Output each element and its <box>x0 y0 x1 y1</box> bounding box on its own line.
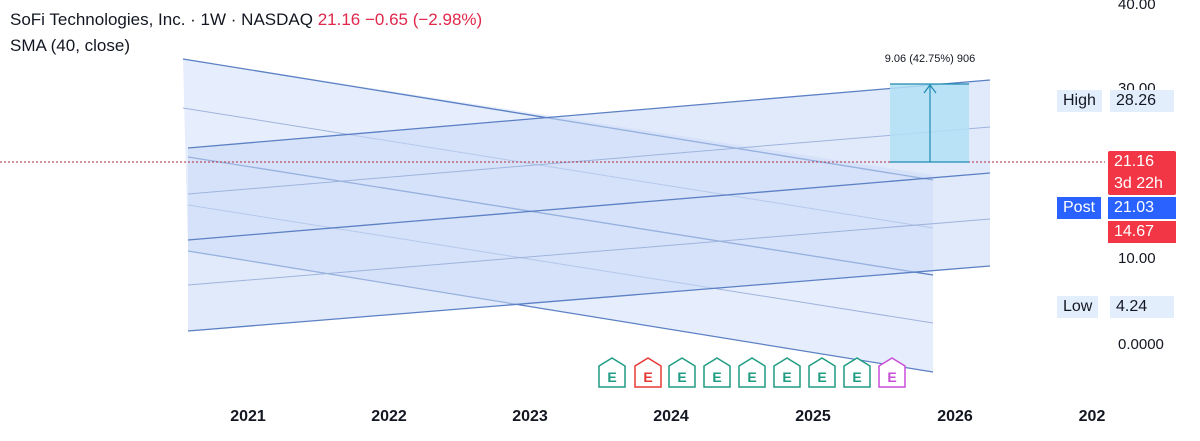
x-tick-2023: 2023 <box>512 408 548 425</box>
x-tick-2024: 2024 <box>653 408 689 425</box>
earnings-marker-shape <box>808 357 836 388</box>
earnings-marker[interactable]: E <box>808 357 836 388</box>
earnings-marker-shape <box>843 357 871 388</box>
earnings-marker[interactable]: E <box>738 357 766 388</box>
low-label: Low <box>1057 296 1099 318</box>
earnings-marker-shape <box>703 357 731 388</box>
earnings-marker-letter: E <box>817 369 826 385</box>
price-change: −0.65 (−2.98%) <box>364 10 483 29</box>
earnings-marker-shape <box>738 357 766 388</box>
earnings-marker-shape <box>634 357 662 388</box>
earnings-marker[interactable]: E <box>773 357 801 388</box>
y-tick-40: 40.00 <box>1118 0 1156 13</box>
current-price-tag: 21.16 <box>1108 151 1176 173</box>
measure-tool[interactable]: 9.06 (42.75%) 906 <box>885 53 976 163</box>
ascending-channel-bottom-line[interactable] <box>187 265 991 332</box>
symbol-line: SoFi Technologies, Inc. · 1W · NASDAQ <box>10 10 313 29</box>
low-value: 4.24 <box>1110 296 1174 318</box>
x-tick-2025: 2025 <box>795 408 831 425</box>
earnings-marker[interactable]: E <box>668 357 696 388</box>
earnings-marker-shape <box>878 357 906 388</box>
y-axis[interactable]: 40.00 30.00 10.00 0.0000 <box>1118 0 1164 353</box>
earnings-marker-letter: E <box>852 369 861 385</box>
earnings-marker[interactable]: E <box>703 357 731 388</box>
sma-value-tag: 14.67 <box>1108 221 1176 243</box>
indicator-legend[interactable]: SMA (40, close) <box>10 36 130 55</box>
post-market-value: 21.03 <box>1108 197 1176 219</box>
high-value: 28.26 <box>1110 90 1174 112</box>
ascending-channel-lower-mid-line <box>187 218 991 286</box>
x-tick-2021: 2021 <box>230 408 266 425</box>
symbol-header[interactable]: SoFi Technologies, Inc. · 1W · NASDAQ 21… <box>10 10 482 30</box>
earnings-marker-letter: E <box>607 369 616 385</box>
x-tick-2026: 2026 <box>937 408 973 425</box>
measure-arrow-head <box>923 84 937 94</box>
high-label: High <box>1057 90 1102 112</box>
earnings-marker-shape <box>668 357 696 388</box>
earnings-marker-letter: E <box>747 369 756 385</box>
last-price: 21.16 <box>317 10 361 29</box>
earnings-marker-letter: E <box>677 369 686 385</box>
x-tick-202: 202 <box>1079 408 1106 425</box>
earnings-marker[interactable]: E <box>843 357 871 388</box>
ascending-channel-center-line[interactable] <box>187 172 991 241</box>
pitchfork-channels[interactable] <box>182 58 991 373</box>
earnings-marker-letter: E <box>782 369 791 385</box>
bar-countdown: 3d 22h <box>1108 173 1176 195</box>
earnings-marker[interactable]: E <box>634 357 662 388</box>
earnings-marker-shape <box>598 357 626 388</box>
x-tick-2022: 2022 <box>371 408 407 425</box>
earnings-marker-letter: E <box>643 369 652 385</box>
ascending-channel-upper-mid-line <box>187 126 991 195</box>
measure-label: 9.06 (42.75%) 906 <box>885 53 976 65</box>
ascending-channel-top-line[interactable] <box>187 79 991 149</box>
x-axis[interactable]: 2021 2022 2023 2024 2025 2026 202 <box>230 408 1105 425</box>
earnings-marker-shape <box>773 357 801 388</box>
earnings-marker[interactable]: E <box>878 357 906 388</box>
earnings-marker-letter: E <box>712 369 721 385</box>
earnings-marker-letter: E <box>887 369 896 385</box>
y-tick-0: 0.0000 <box>1118 336 1164 353</box>
post-market-label: Post <box>1057 197 1102 219</box>
y-tick-10: 10.00 <box>1118 250 1156 267</box>
earnings-marker[interactable]: E <box>598 357 626 388</box>
